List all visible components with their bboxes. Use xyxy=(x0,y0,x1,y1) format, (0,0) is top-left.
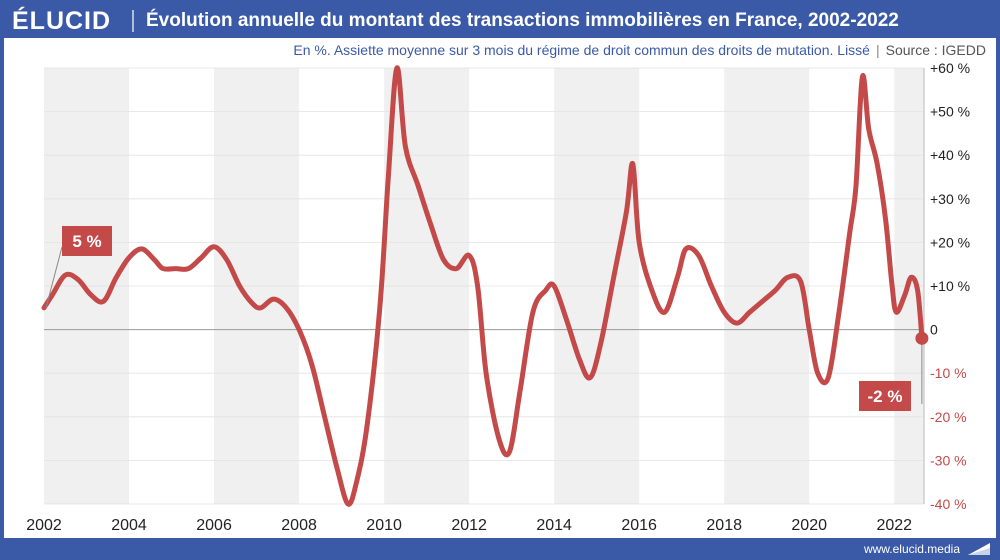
header-bar: ÉLUCID Évolution annuelle du montant des… xyxy=(4,4,996,38)
end-point-marker xyxy=(915,331,929,345)
x-tick-label: 2018 xyxy=(706,517,742,534)
chart-source: Source : IGEDD xyxy=(885,42,986,58)
y-tick-label: +60 % xyxy=(930,60,970,76)
subtitle-row: En %. Assiette moyenne sur 3 mois du rég… xyxy=(293,40,986,60)
end-value-label: -2 % xyxy=(868,387,903,406)
x-tick-label: 2008 xyxy=(281,517,317,534)
line-chart: +60 % +50 % +40 % +30 % +20 % +10 % 0 -10 % -20 … xyxy=(26,60,970,534)
elucid-flag-icon xyxy=(968,543,990,555)
x-tick-label: 2022 xyxy=(876,517,912,534)
y-tick-label: -20 % xyxy=(930,409,967,425)
y-tick-label: +20 % xyxy=(930,234,970,250)
y-tick-label: +40 % xyxy=(930,147,970,163)
series-line xyxy=(41,65,925,507)
x-tick-label: 2014 xyxy=(536,517,572,534)
chart-frame: ÉLUCID Évolution annuelle du montant des… xyxy=(4,4,996,538)
y-tick-label: 0 xyxy=(930,322,938,338)
y-tick-label: -30 % xyxy=(930,452,967,468)
x-tick-label: 2004 xyxy=(111,517,147,534)
end-value-badge xyxy=(859,381,911,411)
x-tick-label: 2006 xyxy=(196,517,232,534)
x-tick-label: 2016 xyxy=(621,517,657,534)
y-tick-label: +30 % xyxy=(930,191,970,207)
brand-logo: ÉLUCID xyxy=(12,7,112,35)
y-tick-label: +50 % xyxy=(930,104,970,120)
x-tick-label: 2002 xyxy=(26,517,62,534)
logo-divider xyxy=(132,10,134,32)
x-tick-label: 2012 xyxy=(451,517,487,534)
y-tick-label: -40 % xyxy=(930,496,967,512)
y-tick-label: +10 % xyxy=(930,278,970,294)
chart-title: Évolution annuelle du montant des transa… xyxy=(146,10,899,31)
subtitle-separator: | xyxy=(875,42,880,58)
start-value-badge xyxy=(62,226,112,256)
x-tick-label: 2010 xyxy=(366,517,402,534)
y-tick-label: -10 % xyxy=(930,365,967,381)
footer-url[interactable]: www.elucid.media xyxy=(863,542,960,556)
chart-subtitle: En %. Assiette moyenne sur 3 mois du rég… xyxy=(293,42,870,58)
x-tick-label: 2020 xyxy=(791,517,827,534)
start-label-leader xyxy=(45,246,63,308)
start-value-label: 5 % xyxy=(72,232,101,251)
